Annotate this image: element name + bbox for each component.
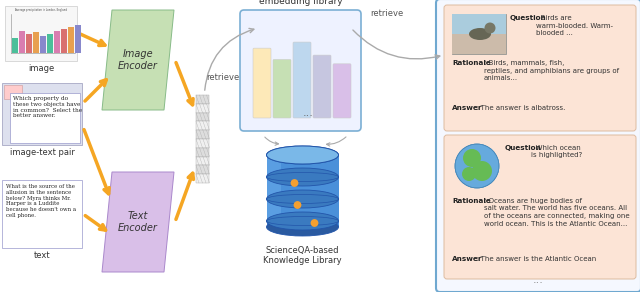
Text: Question: Question	[510, 15, 547, 21]
Text: text: text	[34, 251, 51, 260]
Bar	[196, 139, 209, 148]
Circle shape	[291, 180, 298, 186]
FancyBboxPatch shape	[444, 135, 636, 279]
Bar	[196, 130, 209, 139]
Bar	[68, 27, 74, 53]
Ellipse shape	[266, 146, 339, 164]
Bar	[54, 31, 60, 53]
Text: ...: ...	[303, 108, 314, 118]
Bar	[12, 38, 17, 53]
FancyBboxPatch shape	[240, 10, 361, 131]
Text: Rationale: Rationale	[452, 198, 491, 204]
Bar	[4, 85, 22, 99]
Circle shape	[455, 144, 499, 188]
Circle shape	[294, 202, 301, 208]
Bar	[196, 113, 209, 121]
Text: Answer: Answer	[452, 256, 483, 262]
FancyBboxPatch shape	[436, 0, 640, 292]
FancyBboxPatch shape	[444, 5, 636, 131]
Bar	[2, 180, 82, 248]
Circle shape	[484, 22, 495, 34]
FancyBboxPatch shape	[253, 48, 271, 118]
Bar	[196, 165, 209, 174]
Text: image: image	[28, 64, 54, 73]
Ellipse shape	[266, 146, 339, 164]
Text: image-text pair: image-text pair	[10, 148, 74, 157]
FancyBboxPatch shape	[313, 55, 331, 118]
Bar	[2, 83, 82, 145]
Bar	[452, 14, 506, 54]
Text: : The answer is albatross.: : The answer is albatross.	[476, 105, 565, 111]
Text: Question: Question	[505, 145, 541, 151]
Text: Average precipitation in London, England: Average precipitation in London, England	[15, 8, 67, 13]
Text: : Oceans are huge bodies of
salt water. The world has five oceans. All
of the oc: : Oceans are huge bodies of salt water. …	[484, 198, 630, 227]
Bar	[196, 104, 209, 113]
Text: ScienceQA-based
Knowledge Library: ScienceQA-based Knowledge Library	[263, 246, 342, 265]
Bar	[19, 32, 24, 53]
Circle shape	[472, 161, 492, 181]
Bar	[196, 148, 209, 157]
Text: Which property do
these two objects have
in common?  Select the
better answer.: Which property do these two objects have…	[13, 96, 82, 118]
FancyBboxPatch shape	[333, 64, 351, 118]
FancyBboxPatch shape	[273, 60, 291, 118]
Text: Text
Encoder: Text Encoder	[118, 211, 158, 233]
Text: : The answer is the Atlantic Ocean: : The answer is the Atlantic Ocean	[476, 256, 596, 262]
Text: ...: ...	[533, 275, 544, 285]
Polygon shape	[102, 10, 174, 110]
Bar	[33, 32, 38, 53]
Circle shape	[462, 167, 476, 181]
Text: retrieve: retrieve	[371, 8, 404, 18]
Bar	[266, 155, 281, 227]
Bar	[75, 25, 81, 53]
Bar	[5, 6, 77, 61]
Bar	[266, 155, 339, 227]
Ellipse shape	[266, 190, 339, 208]
Bar	[10, 93, 80, 143]
Text: Rationale: Rationale	[452, 60, 491, 66]
Bar	[196, 121, 209, 130]
Ellipse shape	[266, 218, 339, 236]
Bar	[196, 174, 209, 183]
Text: Image
Encoder: Image Encoder	[118, 49, 158, 71]
Bar	[196, 157, 209, 165]
Text: : Birds, mammals, fish,
reptiles, and amphibians are groups of
animals...: : Birds, mammals, fish, reptiles, and am…	[484, 60, 619, 81]
Ellipse shape	[266, 212, 339, 230]
Text: embedding library: embedding library	[259, 0, 342, 6]
Bar	[47, 34, 52, 53]
Ellipse shape	[469, 28, 491, 40]
Text: What is the source of the
allusion in the sentence
below? Myra thinks Mr.
Harper: What is the source of the allusion in th…	[6, 184, 76, 218]
Polygon shape	[102, 172, 174, 272]
Bar	[452, 34, 506, 54]
Bar	[196, 95, 209, 104]
Text: : Which ocean
is highlighted?: : Which ocean is highlighted?	[531, 145, 582, 159]
Bar	[452, 14, 506, 34]
Text: retrieve: retrieve	[206, 72, 239, 81]
FancyBboxPatch shape	[293, 42, 311, 118]
Text: Answer: Answer	[452, 105, 483, 111]
Bar	[40, 36, 45, 53]
Bar	[26, 34, 31, 53]
Circle shape	[311, 220, 317, 226]
Ellipse shape	[266, 168, 339, 186]
Circle shape	[463, 149, 481, 167]
Bar	[61, 29, 67, 53]
Text: : Birds are
warm-blooded. Warm-
blooded ...: : Birds are warm-blooded. Warm- blooded …	[536, 15, 613, 36]
